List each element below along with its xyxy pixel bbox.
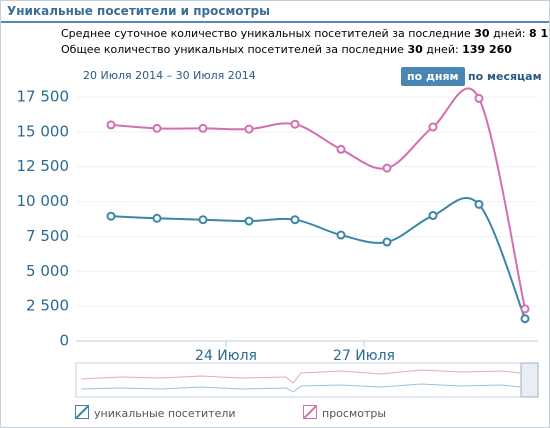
point [152,123,162,133]
point [336,230,346,240]
point [106,211,116,221]
stat-text: Среднее суточное количество уникальных п… [61,27,471,40]
point [382,237,392,247]
point [474,199,484,209]
days-button[interactable]: по дням [401,67,465,86]
title-bar [1,21,549,23]
stat-days: 30 [474,27,490,40]
x-tick-label: 24 Июля [195,348,257,364]
legend-item[interactable]: уникальные посетители [75,405,236,420]
point [244,216,254,226]
point [152,213,162,223]
legend-checkbox[interactable] [303,405,317,419]
point [428,122,438,132]
navigator [75,362,539,398]
stat-text: дней: [426,43,459,56]
point [290,215,300,225]
point [382,163,392,173]
stat-days: 30 [407,43,423,56]
y-tick-label: 10 000 [17,192,70,210]
months-button[interactable]: по месяцам [468,70,542,83]
point [520,304,530,314]
point [198,215,208,225]
stat-text: Общее количество уникальных посетителей … [61,43,404,56]
point [244,124,254,134]
y-tick-label: 17 500 [17,88,70,106]
stat-value: 8 179 [528,27,549,40]
navigator-line [80,383,522,393]
legend-label: уникальные посетители [94,407,236,420]
point [336,144,346,154]
stat-text: дней: [493,27,526,40]
legend-label: просмотры [322,407,387,420]
navigator-line [80,369,522,384]
y-tick-label: 0 [59,332,69,350]
x-tick-label: 27 Июля [333,348,395,364]
point [198,123,208,133]
point [428,211,438,221]
series-line [110,197,526,320]
legend-checkbox[interactable] [75,405,89,419]
y-tick-label: 5 000 [26,262,69,280]
y-tick-label: 7 500 [26,227,69,245]
legend-item[interactable]: просмотры [303,405,386,420]
date-range: 20 Июля 2014 – 30 Июля 2014 [83,69,256,82]
navigator-window[interactable] [520,362,539,398]
stat-line: Общее количество уникальных посетителей … [61,43,512,56]
widget-title: Уникальные посетители и просмотры [7,4,270,18]
point [474,93,484,103]
y-tick-label: 2 500 [26,297,69,315]
y-tick-label: 15 000 [17,122,70,140]
stat-line: Среднее суточное количество уникальных п… [61,27,549,40]
point [520,314,530,324]
point [290,119,300,129]
point [106,120,116,130]
stat-value: 139 260 [462,43,512,56]
y-tick-label: 12 500 [17,157,70,175]
